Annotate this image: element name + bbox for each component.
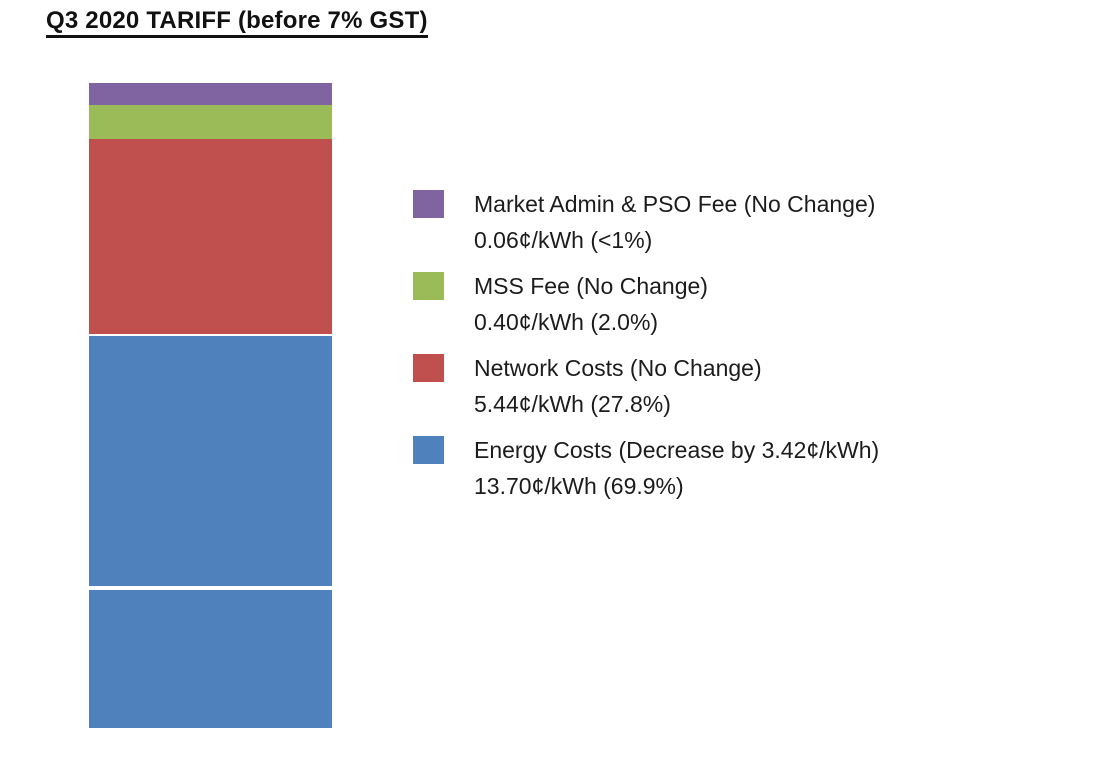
legend-item-mss-fee: MSS Fee (No Change) 0.40¢/kWh (2.0%) — [413, 268, 879, 340]
legend-label: Energy Costs (Decrease by 3.42¢/kWh) 13.… — [474, 432, 879, 504]
legend-line1: Energy Costs (Decrease by 3.42¢/kWh) — [474, 437, 880, 463]
legend-swatch-red — [413, 354, 444, 382]
market-admin-pso-fee-segment — [89, 83, 332, 105]
legend-swatch-blue — [413, 436, 444, 464]
legend-line2: 13.70¢/kWh (69.9%) — [474, 473, 684, 499]
legend-label: Market Admin & PSO Fee (No Change) 0.06¢… — [474, 186, 875, 258]
segment-break-artifact — [89, 586, 332, 590]
page-title-text: Q3 2020 TARIFF (before 7% GST) — [46, 7, 428, 38]
legend-swatch-purple — [413, 190, 444, 218]
segment-separator — [89, 334, 332, 336]
energy-costs-segment-upper — [89, 336, 332, 586]
legend-item-market-admin-pso-fee: Market Admin & PSO Fee (No Change) 0.06¢… — [413, 186, 879, 258]
network-costs-segment — [89, 139, 332, 334]
legend-label: MSS Fee (No Change) 0.40¢/kWh (2.0%) — [474, 268, 708, 340]
mss-fee-segment — [89, 105, 332, 139]
legend-item-network-costs: Network Costs (No Change) 5.44¢/kWh (27.… — [413, 350, 879, 422]
legend-swatch-green — [413, 272, 444, 300]
legend: Market Admin & PSO Fee (No Change) 0.06¢… — [413, 186, 879, 514]
page-title: Q3 2020 TARIFF (before 7% GST) — [46, 7, 428, 38]
legend-item-energy-costs: Energy Costs (Decrease by 3.42¢/kWh) 13.… — [413, 432, 879, 504]
legend-line1: MSS Fee (No Change) — [474, 273, 708, 299]
legend-label: Network Costs (No Change) 5.44¢/kWh (27.… — [474, 350, 762, 422]
energy-costs-segment-lower — [89, 590, 332, 728]
legend-line2: 5.44¢/kWh (27.8%) — [474, 391, 671, 417]
legend-line2: 0.06¢/kWh (<1%) — [474, 227, 653, 253]
legend-line2: 0.40¢/kWh (2.0%) — [474, 309, 659, 335]
legend-line1: Market Admin & PSO Fee (No Change) — [474, 191, 876, 217]
legend-line1: Network Costs (No Change) — [474, 355, 762, 381]
stacked-bar — [89, 83, 332, 728]
